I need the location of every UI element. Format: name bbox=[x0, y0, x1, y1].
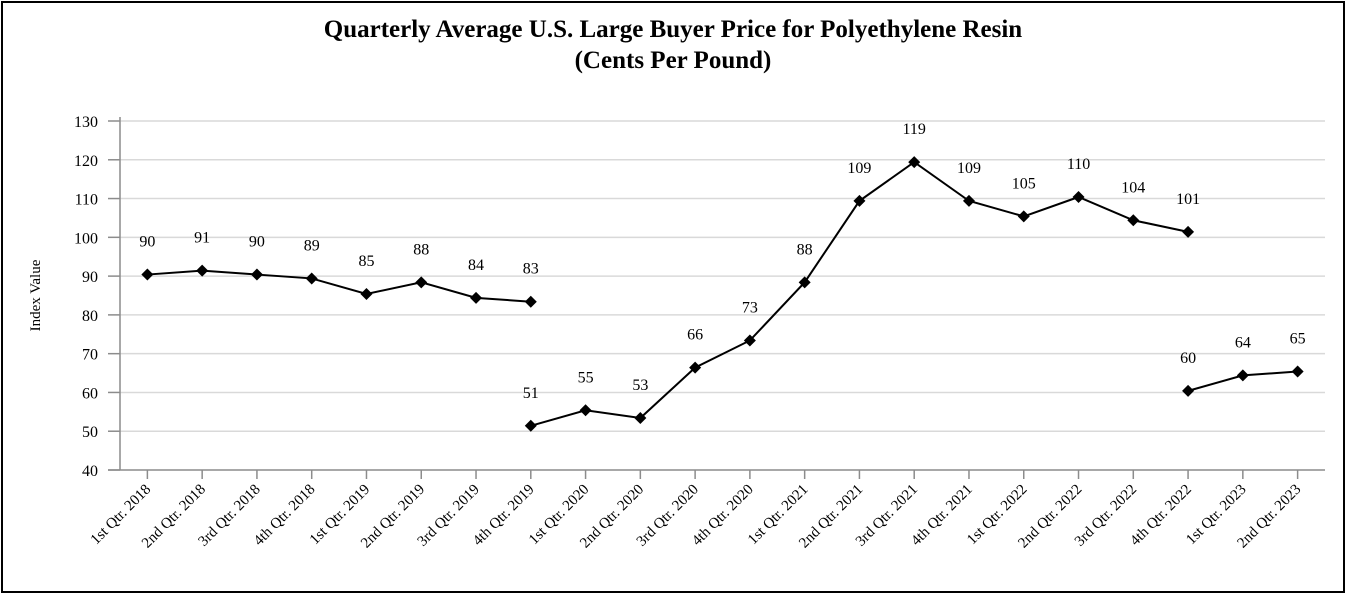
data-point-marker bbox=[1182, 225, 1195, 238]
data-label: 119 bbox=[903, 121, 926, 138]
data-label: 88 bbox=[413, 241, 429, 258]
data-label: 110 bbox=[1067, 156, 1090, 173]
data-point-marker bbox=[415, 276, 428, 289]
data-point-marker bbox=[360, 287, 373, 300]
data-label: 88 bbox=[797, 241, 813, 258]
data-label: 105 bbox=[1012, 175, 1036, 192]
y-tick-label: 40 bbox=[82, 463, 98, 480]
data-point-marker bbox=[196, 264, 209, 277]
y-tick-label: 100 bbox=[74, 230, 98, 247]
data-label: 73 bbox=[742, 299, 758, 316]
data-label: 91 bbox=[194, 230, 210, 247]
y-tick-label: 90 bbox=[82, 269, 98, 286]
data-label: 55 bbox=[578, 369, 594, 386]
chart-title: Quarterly Average U.S. Large Buyer Price… bbox=[0, 14, 1346, 76]
data-point-marker bbox=[524, 419, 537, 432]
y-tick-label: 50 bbox=[82, 424, 98, 441]
data-label: 65 bbox=[1290, 331, 1306, 348]
chart-title-main: Quarterly Average U.S. Large Buyer Price… bbox=[323, 16, 1023, 43]
y-axis-label: Index Value bbox=[28, 259, 44, 331]
data-label: 84 bbox=[468, 257, 484, 274]
y-tick-label: 120 bbox=[74, 153, 98, 170]
data-label: 53 bbox=[632, 377, 648, 394]
data-label: 90 bbox=[249, 234, 265, 251]
y-tick-label: 60 bbox=[82, 385, 98, 402]
chart-subtitle: (Cents Per Pound) bbox=[574, 47, 772, 74]
y-tick-label: 80 bbox=[82, 308, 98, 325]
y-tick-label: 130 bbox=[74, 114, 98, 131]
data-point-marker bbox=[1182, 384, 1195, 397]
y-tick-label: 110 bbox=[75, 192, 98, 209]
data-label: 66 bbox=[687, 327, 703, 344]
data-label: 85 bbox=[358, 253, 374, 270]
data-point-marker bbox=[141, 268, 154, 281]
data-label: 109 bbox=[957, 160, 981, 177]
series-line bbox=[147, 269, 531, 303]
data-point-marker bbox=[1236, 369, 1249, 382]
data-point-marker bbox=[689, 361, 702, 374]
data-point-marker bbox=[853, 194, 866, 207]
data-point-marker bbox=[1127, 214, 1140, 227]
data-point-marker bbox=[1072, 191, 1085, 204]
data-label: 109 bbox=[847, 160, 871, 177]
y-tick-label: 70 bbox=[82, 347, 98, 364]
data-label: 64 bbox=[1235, 334, 1251, 351]
data-point-marker bbox=[743, 334, 756, 347]
data-label: 104 bbox=[1121, 179, 1145, 196]
data-point-marker bbox=[524, 295, 537, 308]
data-label: 89 bbox=[304, 237, 320, 254]
data-point-marker bbox=[1291, 365, 1304, 378]
data-point-marker bbox=[962, 194, 975, 207]
data-label: 60 bbox=[1180, 350, 1196, 367]
data-label: 90 bbox=[139, 234, 155, 251]
data-point-marker bbox=[798, 276, 811, 289]
data-point-marker bbox=[579, 404, 592, 417]
data-point-marker bbox=[305, 272, 318, 285]
data-point-marker bbox=[250, 268, 263, 281]
data-point-marker bbox=[634, 412, 647, 425]
data-label: 83 bbox=[523, 261, 539, 278]
data-label: 101 bbox=[1176, 191, 1200, 208]
data-point-marker bbox=[908, 156, 921, 169]
data-point-marker bbox=[1017, 210, 1030, 223]
data-label: 51 bbox=[523, 385, 539, 402]
data-point-marker bbox=[470, 291, 483, 304]
